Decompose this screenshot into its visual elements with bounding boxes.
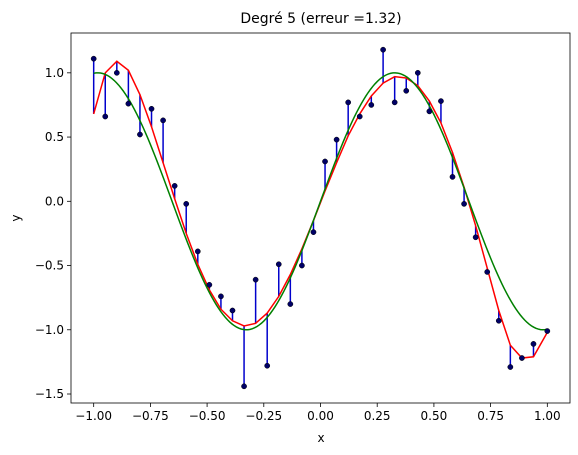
data-point bbox=[148, 105, 155, 112]
data-point bbox=[287, 301, 294, 307]
data-point bbox=[322, 158, 328, 165]
data-point bbox=[299, 262, 305, 269]
data-point bbox=[449, 174, 456, 180]
data-point bbox=[333, 136, 340, 143]
data-point bbox=[160, 117, 166, 124]
data-point bbox=[194, 248, 201, 255]
data-point bbox=[530, 341, 537, 347]
data-point bbox=[472, 234, 479, 241]
data-point bbox=[507, 364, 514, 370]
data-point bbox=[275, 261, 282, 268]
data-point bbox=[403, 87, 410, 94]
data-point bbox=[544, 328, 551, 334]
data-point bbox=[125, 100, 132, 107]
y-axis-label: y bbox=[9, 214, 23, 221]
data-point bbox=[113, 69, 120, 76]
data-point bbox=[183, 201, 190, 207]
x-tick-label: 0.25 bbox=[364, 409, 391, 423]
x-tick-label: −0.25 bbox=[245, 409, 282, 423]
data-point bbox=[345, 99, 352, 106]
y-tick-label: −0.5 bbox=[35, 259, 64, 273]
y-tick-label: 0.5 bbox=[45, 130, 64, 144]
data-point bbox=[461, 201, 467, 207]
data-point bbox=[519, 355, 525, 361]
data-point bbox=[102, 113, 109, 120]
x-tick-label: −0.75 bbox=[132, 409, 169, 423]
x-tick-label: 0.75 bbox=[477, 409, 504, 423]
y-tick-label: 0.0 bbox=[45, 194, 64, 208]
data-point bbox=[171, 183, 178, 189]
chart-title: Degré 5 (erreur =1.32) bbox=[240, 11, 401, 27]
data-point bbox=[356, 113, 363, 120]
data-point bbox=[368, 102, 375, 108]
data-point bbox=[391, 99, 398, 106]
true-curve bbox=[93, 72, 548, 331]
data-point bbox=[229, 307, 236, 314]
y-tick-label: −1.5 bbox=[35, 387, 64, 401]
y-tick-label: −1.0 bbox=[35, 323, 64, 337]
data-point bbox=[484, 269, 491, 275]
data-point bbox=[206, 281, 213, 288]
data-point bbox=[438, 98, 444, 104]
data-point bbox=[137, 131, 143, 138]
data-point bbox=[414, 69, 421, 76]
y-tick-label: 1.0 bbox=[45, 66, 64, 80]
plot-area: −1.00 −0.75 −0.50 −0.25 0.00 0.25 0.50 0.75 1.00… bbox=[35, 32, 571, 423]
data-point bbox=[218, 293, 224, 300]
x-tick-label: 0.50 bbox=[421, 409, 448, 423]
data-point bbox=[241, 383, 247, 390]
x-axis-label: x bbox=[317, 431, 324, 445]
data-point bbox=[252, 276, 259, 283]
data-point bbox=[495, 317, 502, 324]
x-tick-label: −1.00 bbox=[75, 409, 112, 423]
fit-curve bbox=[92, 60, 548, 359]
data-point bbox=[380, 46, 386, 53]
x-tick-label: 0.00 bbox=[307, 409, 334, 423]
x-tick-label: −0.50 bbox=[189, 409, 226, 423]
data-point bbox=[90, 55, 97, 62]
plot-frame bbox=[70, 32, 571, 404]
x-tick-label: 1.00 bbox=[534, 409, 561, 423]
data-point bbox=[310, 229, 317, 235]
data-point bbox=[264, 362, 271, 369]
data-point bbox=[426, 108, 433, 115]
